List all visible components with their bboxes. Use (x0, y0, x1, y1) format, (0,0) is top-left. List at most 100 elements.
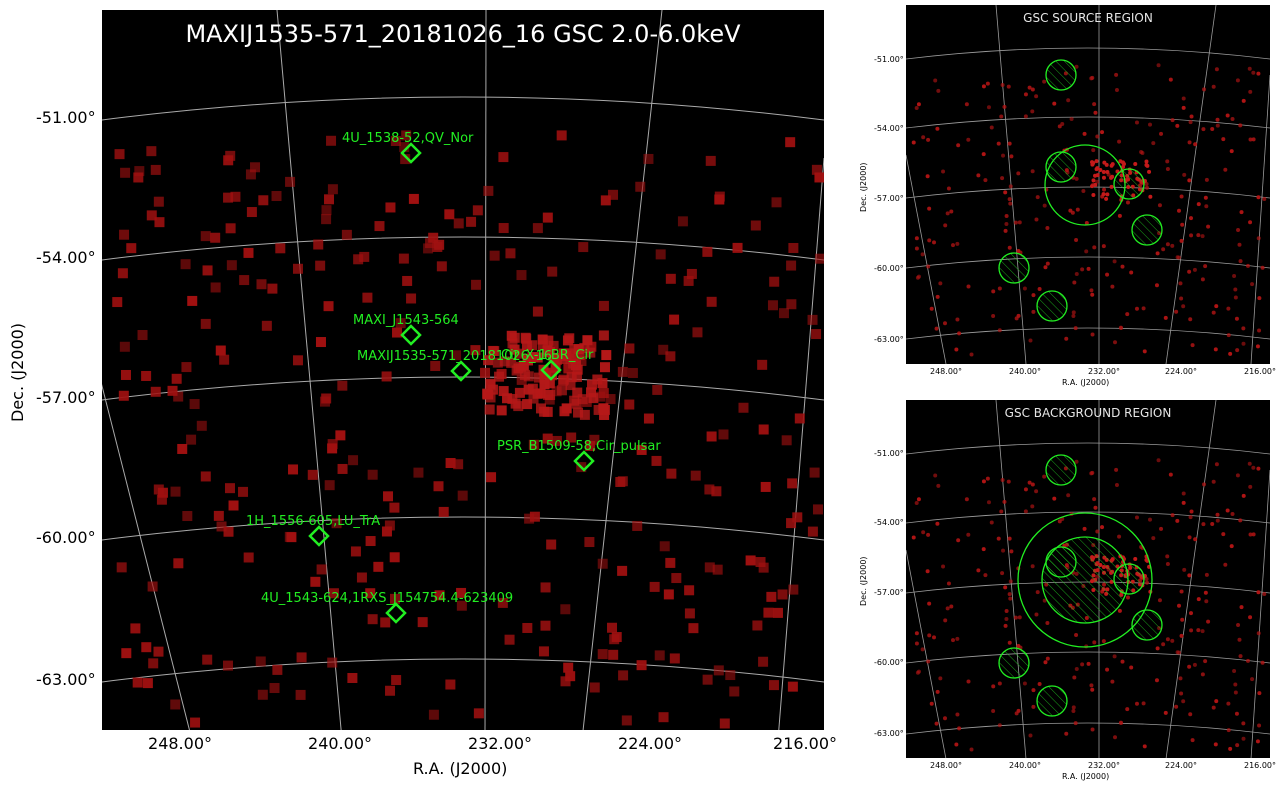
excluded-source-circle (1045, 59, 1077, 91)
event-pixel (599, 409, 610, 420)
event-pixel (1196, 597, 1201, 602)
background-outer-circle (1017, 512, 1153, 648)
event-pixel (1179, 194, 1184, 199)
event-pixel (1028, 338, 1033, 343)
event-pixel (1089, 471, 1094, 476)
event-pixel (445, 679, 456, 690)
event-pixel (997, 328, 1002, 333)
event-pixel (430, 361, 441, 372)
event-pixel (1008, 579, 1013, 584)
event-pixel (1037, 286, 1042, 291)
event-pixel (1228, 746, 1233, 751)
event-pixel (1095, 173, 1100, 178)
event-pixel (223, 155, 234, 166)
event-pixel (943, 618, 948, 623)
event-pixel (147, 581, 158, 592)
excluded-source-circle (998, 647, 1030, 679)
event-pixel (927, 601, 932, 606)
ra-grid-line (906, 549, 947, 758)
event-pixel (1114, 482, 1119, 487)
event-pixel (1023, 114, 1028, 119)
event-pixel (792, 512, 803, 523)
event-pixel (1043, 265, 1048, 270)
dec-grid-line (906, 186, 1270, 199)
event-pixel (483, 355, 494, 366)
event-pixel (1235, 348, 1240, 353)
event-pixel (956, 143, 961, 148)
ra-grid-line (995, 400, 1027, 758)
event-pixel (576, 356, 587, 367)
event-pixel (316, 564, 327, 575)
event-pixel (565, 354, 576, 365)
event-pixel (1004, 616, 1009, 621)
event-pixel (130, 623, 141, 634)
event-pixel (1145, 185, 1150, 190)
source-label: 4U_1538-52,QV_Nor (342, 131, 474, 146)
event-pixel (624, 399, 635, 410)
event-pixel (914, 105, 919, 110)
event-pixel (1256, 466, 1261, 471)
event-pixel (285, 176, 296, 187)
event-pixel (964, 102, 969, 107)
event-pixel (384, 520, 395, 531)
event-pixel (215, 345, 226, 356)
event-pixel (669, 653, 680, 664)
event-pixel (955, 636, 960, 641)
event-pixel (486, 472, 497, 483)
s2-y-tick-5: -63.00° (874, 729, 904, 738)
event-pixel (767, 300, 778, 311)
event-pixel (787, 478, 798, 489)
event-pixel (1221, 137, 1226, 142)
main-x-axis-title: R.A. (J2000) (413, 759, 508, 778)
event-pixel (365, 588, 376, 599)
event-pixel (507, 393, 518, 404)
main-y-tick-2: -54.00° (36, 248, 96, 267)
event-pixel (584, 537, 595, 548)
event-pixel (1037, 681, 1042, 686)
event-pixel (942, 716, 947, 721)
event-pixel (1072, 280, 1077, 285)
event-pixel (1257, 328, 1262, 333)
event-pixel (621, 715, 632, 726)
source-marker (573, 450, 595, 472)
ra-grid-line (1250, 469, 1270, 758)
event-pixel (1002, 104, 1007, 109)
event-pixel (771, 197, 782, 208)
event-pixel (1074, 64, 1079, 69)
event-pixel (225, 223, 236, 234)
event-pixel (1000, 477, 1005, 482)
event-pixel (1248, 532, 1253, 537)
event-pixel (1000, 82, 1005, 87)
event-pixel (1084, 221, 1089, 226)
event-pixel (1226, 728, 1231, 733)
event-pixel (1003, 623, 1008, 628)
event-pixel (398, 253, 409, 264)
event-pixel (755, 557, 766, 568)
event-pixel (540, 582, 551, 593)
event-pixel (1170, 513, 1175, 518)
event-pixel (1142, 349, 1147, 354)
event-pixel (1117, 534, 1122, 539)
event-pixel (1144, 182, 1149, 187)
event-pixel (745, 555, 756, 566)
s2-y-tick-2: -54.00° (874, 518, 904, 527)
event-pixel (1251, 137, 1256, 142)
event-pixel (926, 659, 931, 664)
event-pixel (1190, 343, 1195, 348)
event-pixel (991, 684, 996, 689)
event-pixel (487, 384, 498, 395)
event-pixel (600, 195, 611, 206)
event-pixel (969, 352, 974, 357)
event-pixel (156, 494, 167, 505)
event-pixel (1092, 640, 1097, 645)
event-pixel (669, 314, 680, 325)
event-pixel (150, 386, 161, 397)
event-pixel (150, 164, 161, 175)
event-pixel (1236, 623, 1241, 628)
event-pixel (929, 701, 934, 706)
event-pixel (1203, 590, 1208, 595)
event-pixel (1066, 493, 1071, 498)
event-pixel (470, 345, 481, 356)
event-pixel (772, 607, 783, 618)
event-pixel (1145, 580, 1150, 585)
